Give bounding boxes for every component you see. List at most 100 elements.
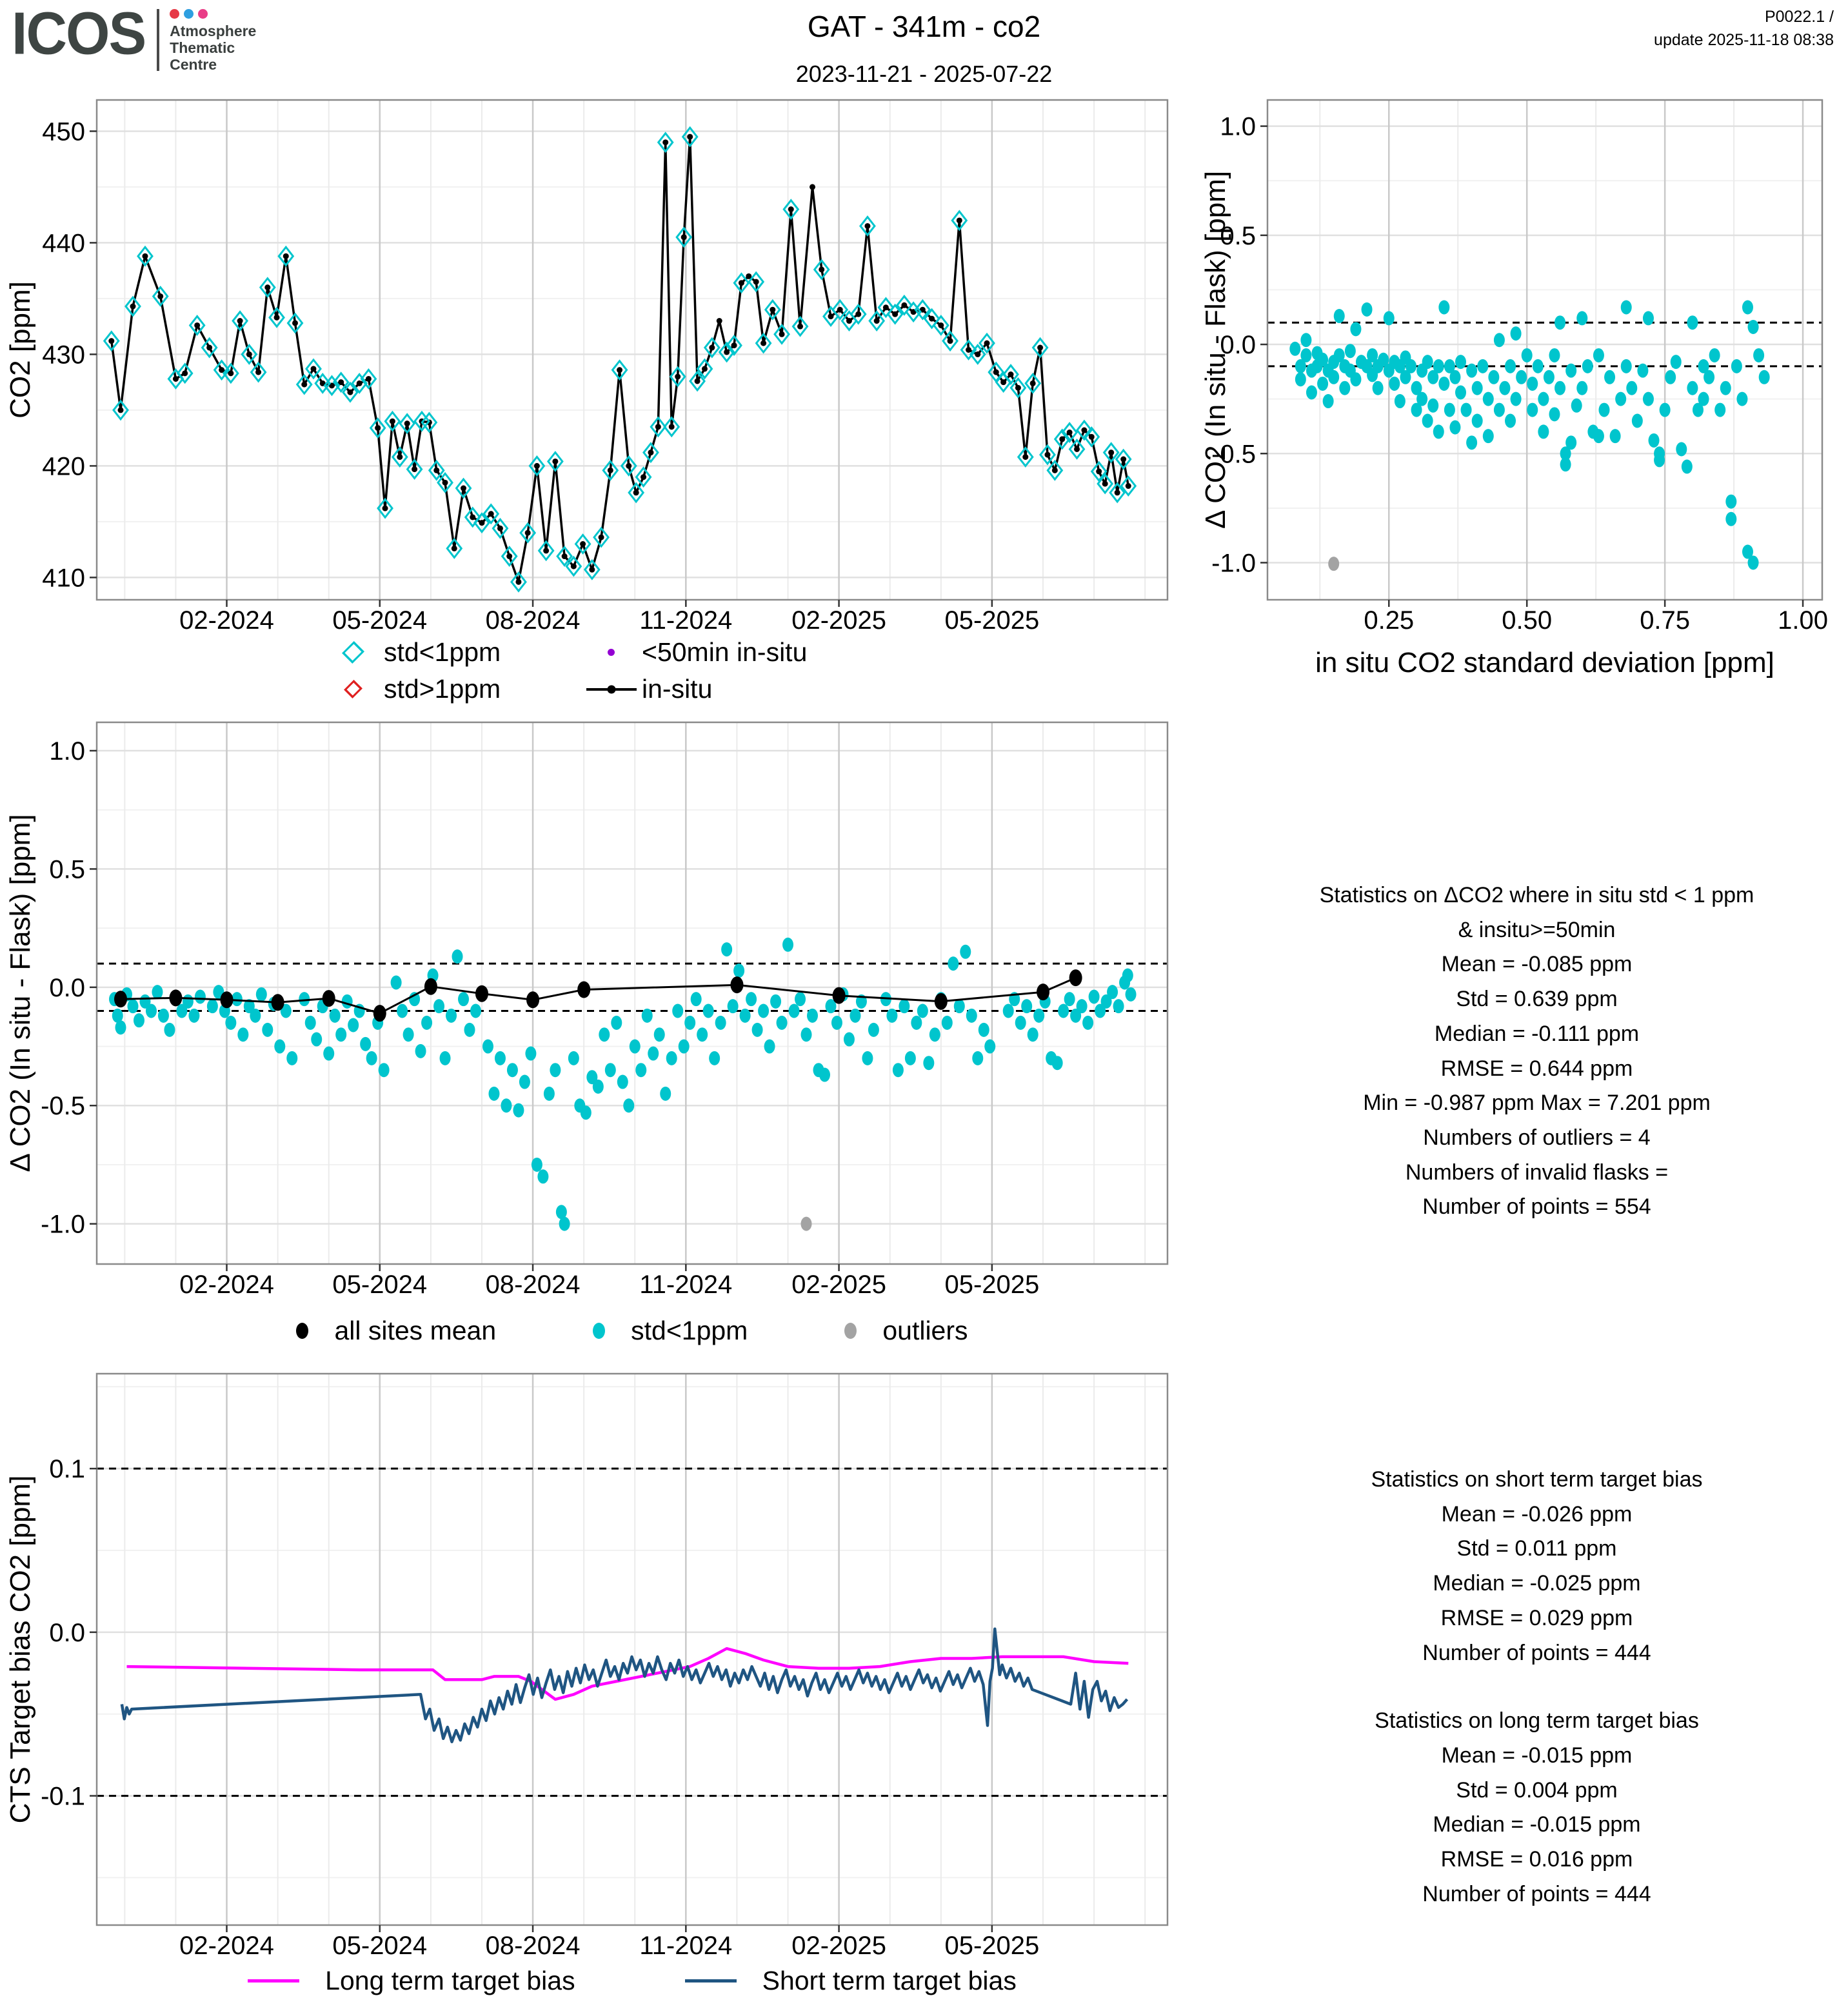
gray-ellipse-icon — [844, 1323, 857, 1339]
y-tick-label: -0.5 — [41, 1092, 85, 1120]
y-tick-label: -1.0 — [41, 1211, 85, 1239]
logo-dots-icon — [170, 9, 256, 19]
stats-line: Min = -0.987 ppm Max = 7.201 ppm — [1363, 1091, 1711, 1116]
logo-divider — [157, 9, 160, 71]
product-code: P0022.1 / — [1764, 8, 1834, 26]
x-axis-label: in situ CO2 standard deviation [ppm] — [1315, 647, 1774, 678]
logo-subtitle: Atmosphere Thematic Centre — [170, 23, 256, 73]
legend-item-insitu: in-situ — [581, 674, 942, 704]
x-tick-label: 02-2024 — [179, 606, 274, 635]
y-axis-label: CTS Target bias CO2 [ppm] — [5, 1476, 36, 1824]
x-tick-label: 05-2025 — [944, 1270, 1039, 1299]
y-tick-label: 0.5 — [49, 855, 85, 884]
y-tick-label: 410 — [42, 564, 85, 592]
legend-label: all sites mean — [334, 1316, 497, 1345]
x-tick-label: 05-2024 — [332, 1270, 427, 1299]
y-tick-label: 420 — [42, 452, 85, 480]
cyan-ellipse-icon — [593, 1323, 606, 1339]
stats-line: Number of points = 554 — [1422, 1194, 1651, 1220]
stats-line: Mean = -0.026 ppm — [1441, 1501, 1633, 1527]
stats-title-short-term: Statistics on short term target bias — [1371, 1467, 1703, 1492]
stats-line: Numbers of invalid flasks = — [1405, 1160, 1669, 1185]
legend-item-outliers: outliers — [844, 1316, 968, 1346]
stats-line: Median = -0.025 ppm — [1433, 1571, 1641, 1596]
x-tick-label: 0.25 — [1364, 606, 1414, 635]
purple-dot-icon — [581, 649, 642, 656]
y-tick-label: 0.0 — [1220, 331, 1256, 359]
stats-line: Statistics on ΔCO2 where in situ std < 1… — [1319, 883, 1754, 907]
legend-label: Long term target bias — [325, 1966, 575, 1995]
logo-right: Atmosphere Thematic Centre — [170, 6, 256, 73]
stats-line: Number of points = 444 — [1422, 1881, 1651, 1906]
y-tick-label: 0.5 — [1220, 222, 1256, 250]
y-tick-label: 1.0 — [49, 737, 85, 766]
bias-legend: Long term target bias Short term target … — [97, 1966, 1167, 1996]
legend-item-std-lt-1ppm: std<1ppm — [593, 1316, 748, 1346]
timeseries-legend: std<1ppm <50min in-situ std>1ppm in-situ — [97, 637, 1167, 704]
stats-title-long-term: Statistics on long term target bias — [1375, 1708, 1699, 1734]
stats-line: Median = -0.015 ppm — [1433, 1812, 1641, 1837]
stats-line: Median = -0.111 ppm — [1434, 1021, 1640, 1046]
target-bias-statistics: Statistics on short term target bias Mea… — [1226, 1463, 1848, 1912]
x-tick-label: 08-2024 — [486, 606, 581, 635]
x-tick-label: 05-2024 — [332, 1932, 427, 1960]
logo-subtitle-line: Thematic — [170, 39, 235, 56]
legend-item-lt50min: <50min in-situ — [581, 637, 942, 667]
x-tick-label: 02-2025 — [791, 1932, 886, 1960]
legend-item-std-gt-1ppm: std>1ppm — [323, 674, 581, 704]
stats-line: RMSE = 0.644 ppm — [1440, 1056, 1633, 1081]
legend-label: Short term target bias — [762, 1966, 1017, 1995]
x-tick-label: 02-2024 — [179, 1932, 274, 1960]
co2-timeseries-chart: 02-2024 05-2024 08-2024 11-2024 02-2025 05-20… — [5, 99, 1169, 635]
y-tick-label: -0.5 — [1211, 440, 1256, 468]
icos-logo-text: ICOS — [12, 0, 146, 67]
legend-label: std<1ppm — [384, 637, 501, 667]
x-tick-label: 02-2025 — [791, 1270, 886, 1299]
y-tick-label: 0.0 — [49, 974, 85, 1002]
y-tick-label: 0.0 — [49, 1619, 85, 1647]
stats-line: Number of points = 444 — [1422, 1640, 1651, 1665]
x-tick-label: 11-2024 — [639, 606, 732, 635]
stats-line: RMSE = 0.029 ppm — [1440, 1605, 1633, 1630]
y-tick-label: 0.1 — [49, 1455, 85, 1483]
stats-line: Std = 0.004 ppm — [1456, 1777, 1618, 1803]
black-line-dot-icon — [581, 687, 642, 691]
y-tick-label: 1.0 — [1220, 113, 1256, 141]
stats-line: Numbers of outliers = 4 — [1423, 1125, 1651, 1151]
page-title: GAT - 341m - co2 — [807, 10, 1041, 43]
legend-label: in-situ — [642, 674, 713, 704]
x-tick-label: 0.75 — [1640, 606, 1690, 635]
delta-vs-std-chart: 0.25 0.50 0.75 1.00 -1.0 -0.5 0.0 0.5 1.0 Δ CO2 (… — [1203, 99, 1828, 678]
legend-item-long-term-bias: Long term target bias — [248, 1966, 575, 1996]
x-tick-label: 02-2024 — [179, 1270, 274, 1299]
legend-label: std>1ppm — [384, 674, 501, 704]
stats-line: Mean = -0.085 ppm — [1441, 952, 1633, 977]
stats-line: Std = 0.011 ppm — [1456, 1536, 1617, 1561]
report-meta: P0022.1 / update 2025-11-18 08:38 — [1654, 5, 1834, 52]
blue-line-icon — [684, 1979, 737, 1982]
x-tick-label: 11-2024 — [639, 1932, 732, 1960]
update-timestamp: update 2025-11-18 08:38 — [1654, 31, 1834, 50]
y-axis-label: CO2 [ppm] — [5, 281, 36, 419]
logo-dot-blue — [184, 9, 194, 19]
x-tick-label: 05-2025 — [944, 606, 1039, 635]
y-tick-label: -0.1 — [41, 1783, 85, 1811]
stats-line: RMSE = 0.016 ppm — [1440, 1847, 1633, 1872]
stats-line: Mean = -0.015 ppm — [1441, 1743, 1633, 1768]
legend-item-all-sites-mean: all sites mean — [296, 1316, 496, 1346]
red-diamond-icon — [323, 680, 384, 698]
x-tick-label: 1.00 — [1778, 606, 1828, 635]
legend-label: std<1ppm — [631, 1316, 748, 1345]
x-tick-label: 11-2024 — [639, 1270, 732, 1299]
y-tick-label: 430 — [42, 341, 85, 369]
delta-legend: all sites mean std<1ppm outliers — [97, 1316, 1167, 1346]
stats-line: & insitu>=50min — [1458, 917, 1616, 942]
magenta-line-icon — [248, 1979, 300, 1982]
x-tick-label: 08-2024 — [486, 1270, 581, 1299]
delta-co2-statistics: Statistics on ΔCO2 where in situ std < 1… — [1226, 878, 1848, 1225]
y-axis-label: Δ CO2 (In situ - Flask) [ppm] — [5, 814, 36, 1172]
y-tick-label: 450 — [42, 117, 85, 146]
header-titles: GAT - 341m - co2 2023-11-21 - 2025-07-22 — [0, 9, 1848, 88]
x-tick-label: 02-2025 — [791, 606, 886, 635]
